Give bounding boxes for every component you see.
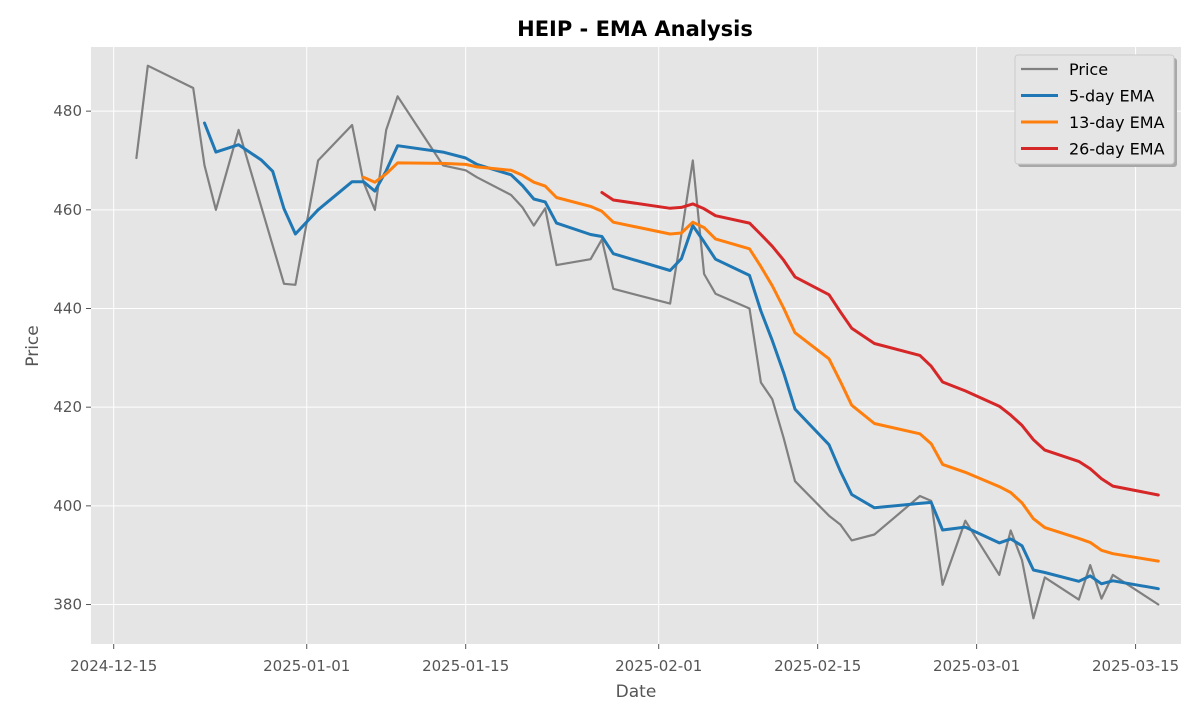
chart-title: HEIP - EMA Analysis [517, 17, 753, 41]
plot-area [91, 47, 1181, 644]
x-axis-label: Date [616, 682, 657, 702]
26-day-ema-line [600, 191, 1160, 497]
legend-box [1014, 54, 1175, 165]
x-axis-ticks: 2024-12-15 2025-01-01 2025-01-15 2025-02-01… [70, 644, 1179, 675]
y-axis-ticks: 380 400 420 440 460 480 [53, 102, 91, 614]
5-day-ema-line [203, 121, 1160, 591]
legend-label-price: Price [1069, 60, 1108, 79]
x-tick-label: 2025-03-01 [933, 657, 1020, 675]
y-tick-label: 380 [53, 596, 82, 614]
legend-label-26-day-ema: 26-day EMA [1069, 140, 1165, 159]
y-tick-label: 480 [53, 102, 82, 120]
legend: Price 5-day EMA 13-day EMA 26-day EMA [1014, 54, 1177, 167]
13-day-ema-line [362, 161, 1160, 563]
x-tick-label: 2024-12-15 [70, 657, 157, 675]
x-tick-label: 2025-02-01 [615, 657, 702, 675]
series-lines [135, 64, 1160, 620]
y-tick-label: 440 [53, 299, 82, 317]
x-tick-label: 2025-01-01 [263, 657, 350, 675]
legend-label-5-day-ema: 5-day EMA [1069, 87, 1154, 106]
legend-label-13-day-ema: 13-day EMA [1069, 113, 1165, 132]
x-tick-label: 2025-03-15 [1092, 657, 1179, 675]
x-tick-label: 2025-02-15 [774, 657, 861, 675]
y-tick-label: 400 [53, 497, 82, 515]
y-tick-label: 460 [53, 201, 82, 219]
y-tick-label: 420 [53, 398, 82, 416]
y-axis-label: Price [23, 325, 43, 366]
x-tick-label: 2025-01-15 [422, 657, 509, 675]
